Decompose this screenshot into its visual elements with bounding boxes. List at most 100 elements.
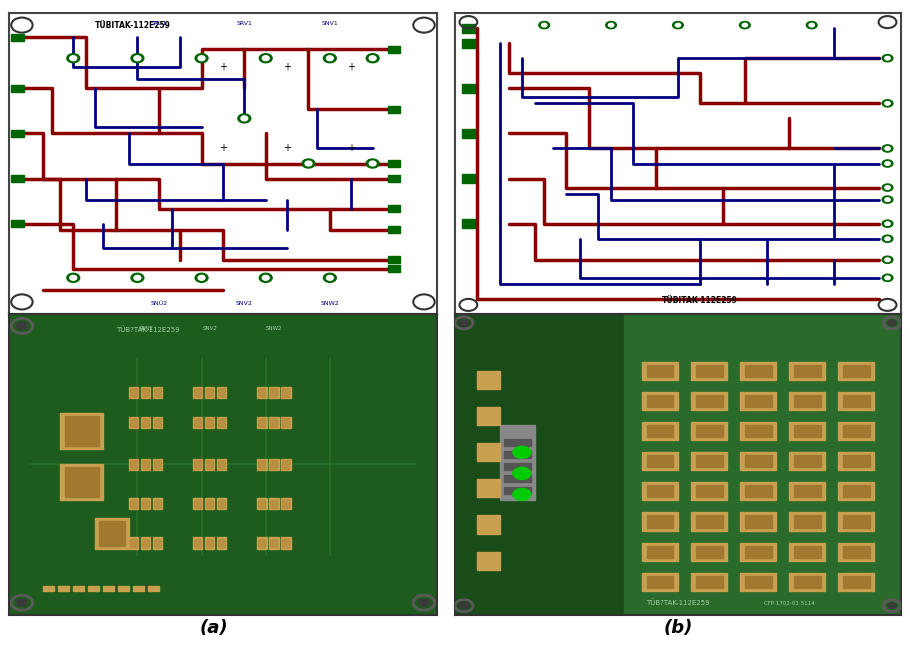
Bar	[193, 387, 202, 398]
Bar	[195, 539, 201, 547]
Circle shape	[885, 162, 890, 165]
Bar	[642, 513, 678, 530]
Bar	[838, 573, 875, 591]
Text: +: +	[348, 143, 355, 154]
Bar	[794, 395, 821, 407]
Circle shape	[323, 273, 337, 283]
Bar	[205, 498, 215, 509]
Bar	[744, 455, 772, 468]
Bar	[794, 455, 821, 468]
Bar	[142, 419, 149, 427]
Bar	[642, 543, 678, 560]
Bar	[477, 551, 500, 570]
Bar	[205, 417, 215, 428]
Bar	[258, 387, 267, 398]
Bar	[696, 455, 723, 468]
Bar	[153, 417, 162, 428]
Bar	[794, 515, 821, 528]
Circle shape	[195, 54, 208, 63]
Bar	[500, 425, 535, 500]
Text: +: +	[283, 143, 291, 154]
Bar	[692, 392, 727, 410]
Bar	[744, 395, 772, 407]
Circle shape	[882, 274, 893, 281]
Bar	[207, 388, 213, 396]
Bar	[258, 460, 266, 469]
Bar	[130, 460, 137, 469]
Text: TÜB?TAK-112E259: TÜB?TAK-112E259	[116, 326, 179, 333]
Bar	[153, 459, 162, 470]
Bar	[270, 500, 278, 508]
Circle shape	[882, 99, 893, 107]
Text: +: +	[219, 143, 227, 154]
Circle shape	[238, 114, 251, 123]
Bar	[282, 539, 289, 547]
Bar	[741, 483, 776, 500]
Circle shape	[241, 116, 248, 121]
Circle shape	[327, 275, 333, 280]
Bar	[205, 387, 215, 398]
Bar	[270, 539, 278, 547]
Bar	[154, 500, 161, 508]
Bar	[282, 500, 289, 508]
Circle shape	[885, 237, 890, 241]
Text: SRV1: SRV1	[237, 21, 252, 26]
Bar	[504, 475, 531, 483]
Text: (a): (a)	[199, 619, 228, 637]
Bar	[794, 576, 821, 588]
Circle shape	[882, 184, 893, 191]
Text: SNV1: SNV1	[321, 21, 339, 26]
Text: (b): (b)	[663, 619, 693, 637]
Circle shape	[740, 22, 750, 29]
Bar	[218, 539, 225, 547]
Circle shape	[887, 603, 896, 609]
Circle shape	[885, 276, 890, 280]
Bar	[843, 395, 870, 407]
Bar	[794, 425, 821, 438]
Bar	[258, 388, 266, 396]
Bar	[388, 265, 400, 273]
Bar	[504, 439, 531, 446]
Bar	[154, 539, 161, 547]
Text: +: +	[348, 62, 355, 72]
Circle shape	[262, 56, 269, 61]
Bar	[838, 362, 875, 380]
Bar	[647, 365, 673, 377]
Bar	[838, 483, 875, 500]
Bar	[141, 459, 150, 470]
Text: CFP 1702-01 5114: CFP 1702-01 5114	[764, 601, 814, 606]
Bar	[44, 586, 54, 591]
Bar	[789, 392, 825, 410]
Bar	[218, 500, 225, 508]
Circle shape	[262, 275, 269, 280]
Circle shape	[16, 599, 27, 606]
Bar	[205, 459, 215, 470]
Bar	[455, 314, 624, 615]
Circle shape	[672, 22, 683, 29]
Bar	[838, 422, 875, 440]
Bar	[133, 586, 144, 591]
Circle shape	[134, 275, 141, 280]
Text: SRN2: SRN2	[138, 326, 154, 331]
Bar	[218, 388, 225, 396]
Bar	[741, 543, 776, 560]
Text: +: +	[219, 62, 227, 72]
Text: +: +	[283, 62, 291, 72]
Bar	[11, 175, 24, 182]
Circle shape	[675, 24, 681, 27]
Bar	[744, 576, 772, 588]
Bar	[789, 573, 825, 591]
Bar	[647, 425, 673, 438]
Circle shape	[16, 322, 27, 330]
Bar	[258, 500, 266, 508]
Bar	[642, 453, 678, 470]
Bar	[258, 459, 267, 470]
Bar	[388, 46, 400, 53]
Bar	[843, 545, 870, 558]
Circle shape	[366, 159, 379, 168]
Bar	[696, 515, 723, 528]
Circle shape	[302, 159, 315, 168]
Bar	[154, 460, 161, 469]
Bar	[744, 485, 772, 498]
Bar	[789, 453, 825, 470]
